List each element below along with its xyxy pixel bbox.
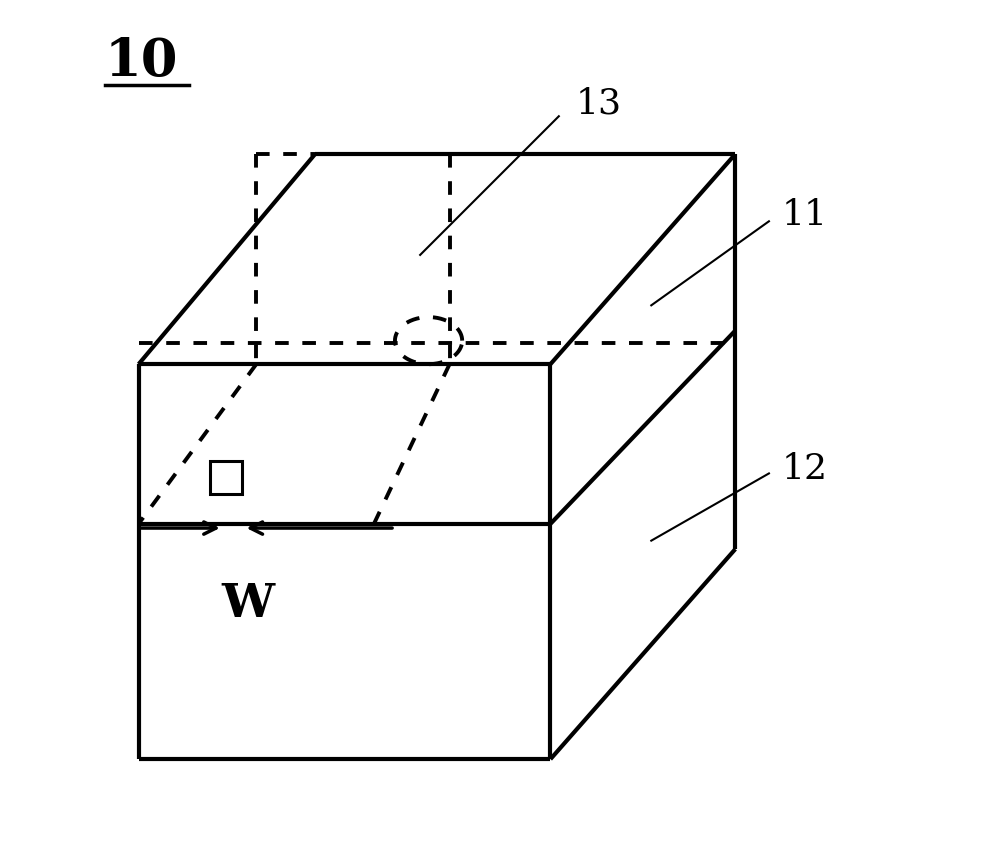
Text: 13: 13: [576, 86, 622, 121]
Text: W: W: [221, 580, 274, 627]
Bar: [210, 461, 242, 494]
Text: 11: 11: [782, 198, 828, 232]
Text: 10: 10: [105, 36, 178, 87]
Text: 12: 12: [782, 453, 828, 486]
